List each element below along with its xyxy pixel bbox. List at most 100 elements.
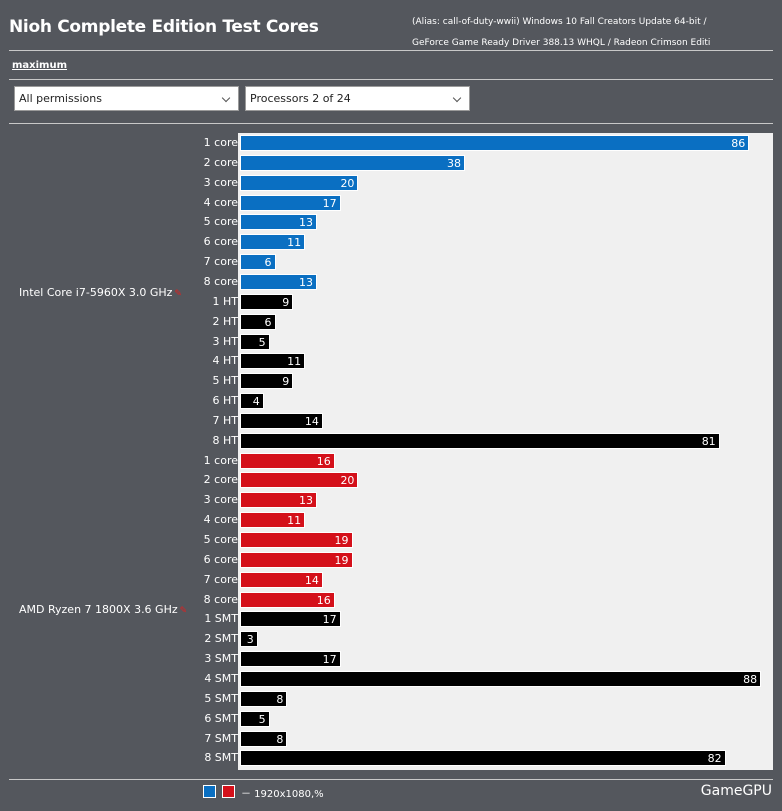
pencil-icon[interactable]: ✎ <box>174 288 182 299</box>
legend-swatch-intel <box>203 785 216 798</box>
bar: 14 <box>240 571 323 588</box>
chevron-down-icon <box>221 93 231 103</box>
category-label: 2 SMT <box>204 632 238 646</box>
bar: 5 <box>240 333 270 350</box>
data-label: 9 <box>282 295 290 309</box>
group-name: Intel Core i7-5960X 3.0 GHz <box>19 285 173 299</box>
bar: 16 <box>240 452 335 469</box>
data-label: 13 <box>298 494 313 508</box>
data-label: 13 <box>298 216 313 230</box>
bar: 3 <box>240 631 258 648</box>
data-label: 11 <box>287 236 302 250</box>
bar: 8 <box>240 690 288 707</box>
bar: 82 <box>240 750 726 767</box>
category-label: 3 core <box>203 175 238 189</box>
maximum-view-link[interactable]: maximum <box>12 60 68 71</box>
bar: 17 <box>240 611 341 628</box>
category-label: 1 SMT <box>204 612 238 626</box>
data-label: 13 <box>298 275 313 289</box>
category-label: 1 HT <box>212 294 239 308</box>
data-label: 14 <box>304 414 319 428</box>
category-label: 1 core <box>203 453 238 467</box>
bar: 13 <box>240 214 317 231</box>
category-label: 8 core <box>203 274 238 288</box>
chart-header: Nioh Complete Edition Test Cores (Alias:… <box>0 0 782 50</box>
data-label: 19 <box>334 553 349 567</box>
data-label: 11 <box>287 355 302 369</box>
bar: 81 <box>240 432 720 449</box>
bar: 38 <box>240 154 466 171</box>
bar: 14 <box>240 412 323 429</box>
category-label: 6 core <box>203 235 238 249</box>
bar: 5 <box>240 710 270 727</box>
data-label: 17 <box>322 653 337 667</box>
bar: 11 <box>240 512 306 529</box>
data-label: 4 <box>252 395 260 409</box>
bar: 9 <box>240 373 294 390</box>
bar: 88 <box>240 670 762 687</box>
bar: 86 <box>240 135 750 151</box>
category-label: 7 core <box>203 255 238 269</box>
bar: 17 <box>240 651 341 668</box>
bar: 6 <box>240 254 276 271</box>
chevron-down-icon <box>452 93 462 103</box>
data-label: 16 <box>316 454 331 468</box>
category-label: 2 core <box>203 155 238 169</box>
data-label: 17 <box>322 196 337 210</box>
bar: 20 <box>240 472 359 489</box>
chart-subtitle: (Alias: call-of-duty-wwii) Windows 10 Fa… <box>412 12 777 54</box>
category-label: 8 core <box>203 592 238 606</box>
bar: 13 <box>240 492 317 509</box>
subtitle-line-1: (Alias: call-of-duty-wwii) Windows 10 Fa… <box>412 17 707 27</box>
category-label: 6 HT <box>212 394 239 408</box>
category-label: 7 SMT <box>204 731 238 745</box>
category-label: 7 core <box>203 572 238 586</box>
data-label: 88 <box>743 672 758 686</box>
bar: 17 <box>240 194 341 211</box>
category-label: 7 HT <box>212 413 239 427</box>
permissions-select[interactable]: All permissions <box>14 86 239 111</box>
data-label: 6 <box>264 315 272 329</box>
chart-title: Nioh Complete Edition Test Cores <box>9 17 319 37</box>
data-label: 82 <box>707 752 722 766</box>
data-label: 17 <box>322 613 337 627</box>
category-label: 4 core <box>203 513 238 527</box>
data-label: 20 <box>340 176 355 190</box>
brand-logo-text: GameGPU <box>700 783 772 799</box>
category-label: 8 HT <box>212 433 239 447</box>
bar: 8 <box>240 730 288 747</box>
data-label: 3 <box>246 633 254 647</box>
bar: 19 <box>240 532 353 548</box>
group-label: AMD Ryzen 7 1800X 3.6 GHz ✎ <box>19 603 187 616</box>
data-label: 86 <box>731 137 746 150</box>
bar: 13 <box>240 273 317 290</box>
data-label: 8 <box>276 692 284 706</box>
data-label: 5 <box>258 712 266 726</box>
permissions-select-value: All permissions <box>19 92 102 105</box>
category-label: 5 core <box>203 215 238 229</box>
pencil-icon[interactable]: ✎ <box>179 606 188 617</box>
divider <box>9 123 773 124</box>
data-label: 14 <box>304 573 319 587</box>
category-label: 3 HT <box>212 334 239 348</box>
processors-select[interactable]: Processors 2 of 24 <box>245 86 470 111</box>
data-label: 16 <box>316 593 331 607</box>
legend-swatch-amd <box>222 785 235 798</box>
bar: 4 <box>240 393 264 410</box>
divider <box>9 779 773 780</box>
data-label: 11 <box>287 514 302 528</box>
category-label: 3 core <box>203 493 238 507</box>
bar: 11 <box>240 353 306 370</box>
category-label: 5 SMT <box>204 691 238 705</box>
processors-select-value: Processors 2 of 24 <box>250 92 351 105</box>
data-label: 81 <box>701 434 716 448</box>
bar: 20 <box>240 174 359 191</box>
category-label: 2 core <box>203 473 238 487</box>
data-label: 19 <box>334 534 349 547</box>
category-label: 5 HT <box>212 374 239 388</box>
data-label: 8 <box>276 732 284 746</box>
bar: 9 <box>240 293 294 310</box>
category-label: 4 core <box>203 195 238 209</box>
category-label: 3 SMT <box>204 652 238 666</box>
category-label: 6 SMT <box>204 711 238 725</box>
